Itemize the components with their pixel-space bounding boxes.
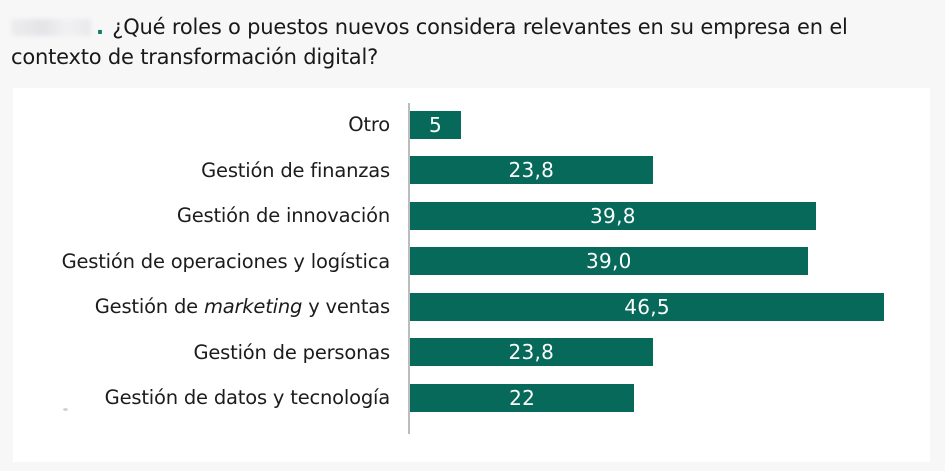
chart-row: Gestión de marketing y ventas 46,5 [13, 284, 930, 330]
bar: 23,8 [410, 156, 653, 185]
category-label: Gestión de operaciones y logística [61, 249, 391, 273]
chart-row: Gestión de operaciones y logística 39,0 [13, 239, 930, 285]
title-text: ¿Qué roles o puestos nuevos considera re… [11, 15, 848, 69]
category-label: Gestión de personas [193, 340, 390, 364]
chart-row: Gestión de innovación 39,8 [13, 193, 930, 239]
value-label: 5 [428, 112, 442, 137]
bar-track: 22 [408, 383, 930, 412]
bar-track: 39,8 [408, 201, 930, 230]
artifact-dot [63, 408, 68, 411]
chart-row: Otro 5 [13, 102, 930, 148]
category-label: Gestión de finanzas [201, 158, 390, 182]
category-label: Gestión de innovación [176, 204, 390, 228]
bar: 39,8 [410, 201, 816, 230]
chart-title: . ¿Qué roles o puestos nuevos considera … [0, 0, 945, 73]
bar: 5 [410, 110, 461, 139]
plot-area: Otro 5 Gestión de finanzas 23,8 Gestión de i… [13, 102, 930, 421]
value-label: 39,8 [590, 203, 636, 228]
bar-chart: Otro 5 Gestión de finanzas 23,8 Gestión de i… [13, 88, 930, 434]
redacted-figure-label [11, 19, 91, 36]
value-label: 46,5 [624, 294, 670, 319]
value-label: 22 [509, 385, 536, 410]
category-label: Otro [348, 113, 390, 137]
bar-track: 5 [408, 110, 930, 139]
bar: 46,5 [410, 292, 885, 321]
bar: 23,8 [410, 338, 653, 367]
title-period: . [96, 15, 104, 39]
bar-track: 46,5 [408, 292, 930, 321]
bar: 22 [410, 383, 635, 412]
y-axis-line [408, 103, 410, 434]
value-label: 23,8 [508, 158, 555, 183]
value-label: 23,8 [508, 340, 555, 365]
chart-row: Gestión de finanzas 23,8 [13, 148, 930, 194]
chart-row: Gestión de datos y tecnología 22 [13, 375, 930, 421]
bar: 39,0 [410, 247, 808, 276]
bar-track: 23,8 [408, 156, 930, 185]
value-label: 39,0 [585, 249, 632, 274]
category-label: Gestión de marketing y ventas [94, 295, 390, 319]
bar-track: 39,0 [408, 247, 930, 276]
chart-row: Gestión de personas 23,8 [13, 330, 930, 376]
chart-card: Otro 5 Gestión de finanzas 23,8 Gestión de i… [13, 88, 930, 462]
bar-track: 23,8 [408, 338, 930, 367]
category-label: Gestión de datos y tecnología [104, 386, 391, 410]
